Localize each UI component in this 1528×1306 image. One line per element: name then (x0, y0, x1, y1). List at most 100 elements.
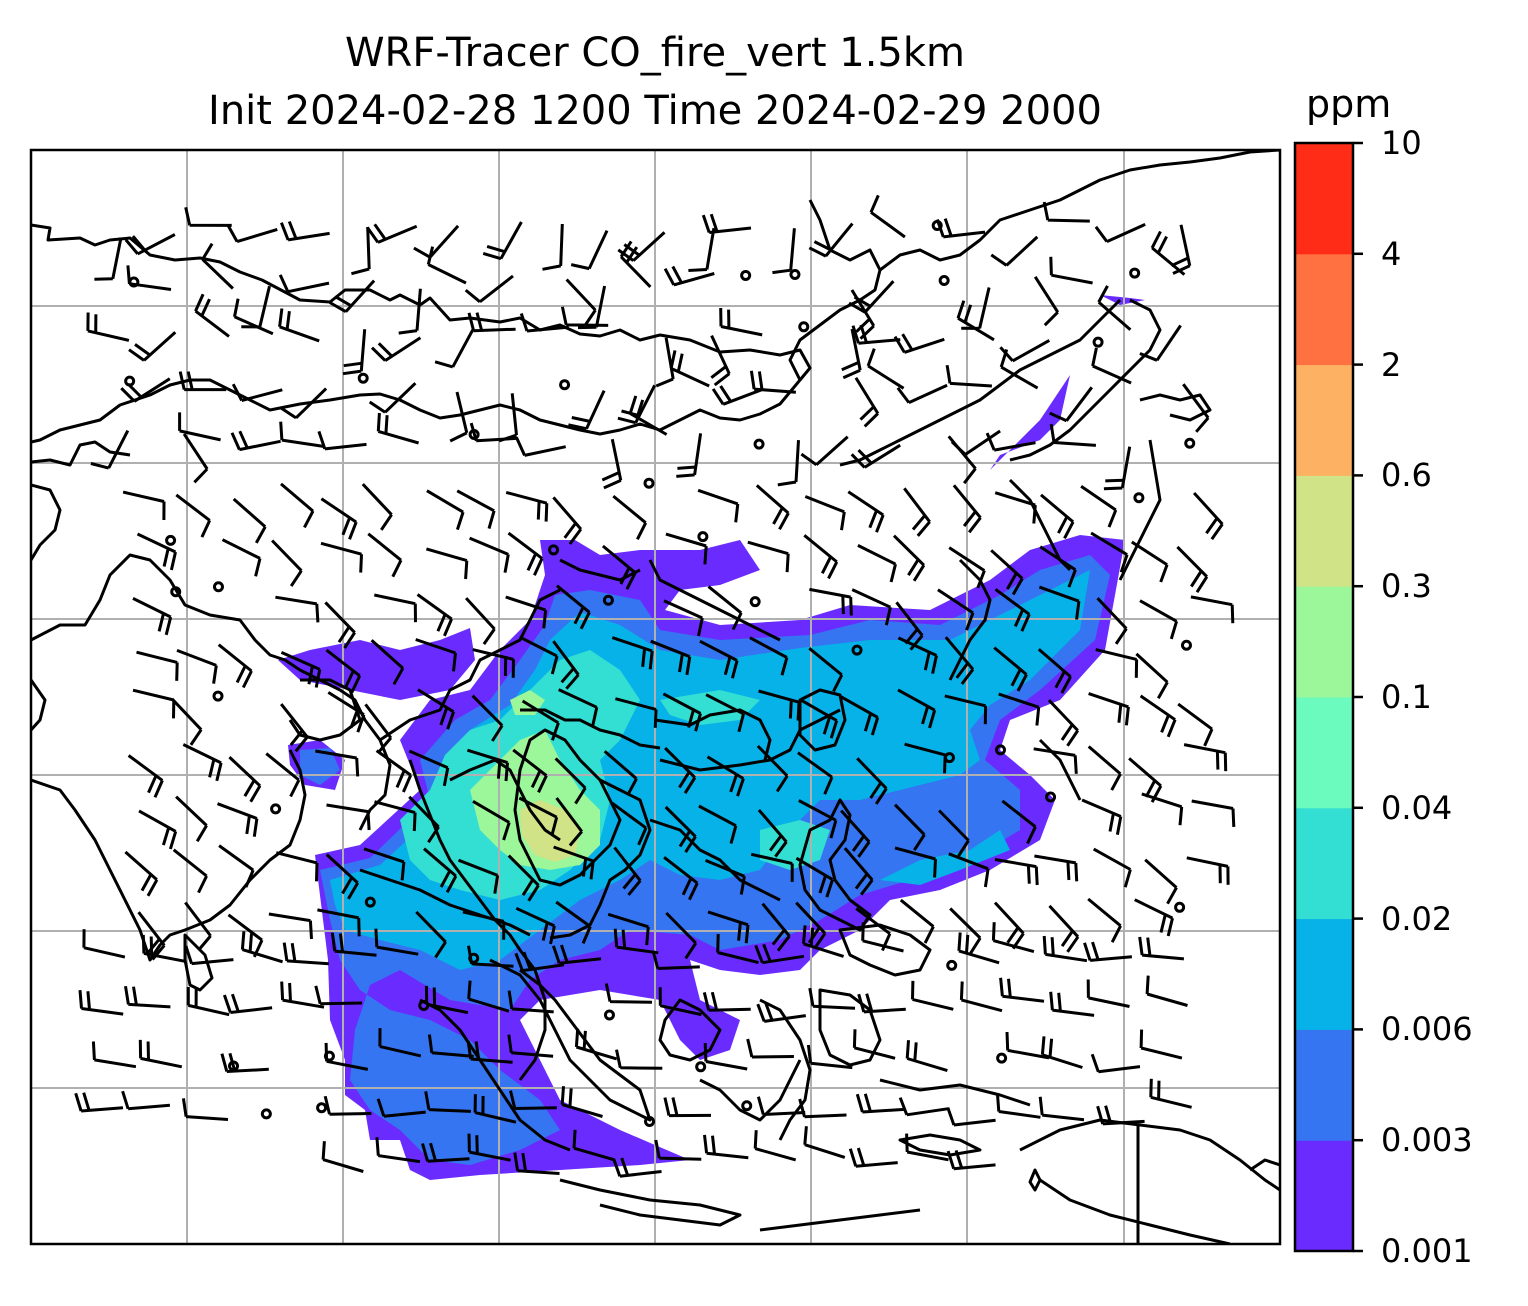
wind-barb (373, 593, 417, 623)
wind-barb (911, 980, 954, 1011)
wind-barb (897, 636, 938, 674)
wind-barb (342, 329, 367, 376)
wind-barb (138, 1039, 183, 1069)
wind-barb-calm (644, 1115, 656, 1127)
wind-barb (375, 749, 413, 793)
wind-barb (374, 928, 419, 956)
wind-barb-calm (316, 1102, 328, 1114)
wind-barb (279, 421, 324, 448)
wind-barb (519, 313, 569, 333)
wind-barb (611, 801, 648, 846)
wind-barb (665, 911, 698, 960)
coastline-segment (559, 1178, 742, 1227)
coastline-segment (31, 749, 307, 962)
wind-barb (704, 859, 746, 895)
coastline-segment (798, 688, 847, 752)
wind-barb (513, 1152, 560, 1175)
wind-barb (221, 538, 262, 577)
wind-barb (613, 846, 642, 896)
wind-barb (1135, 652, 1169, 699)
wind-barb-calm (1129, 267, 1141, 279)
wind-barb (275, 851, 319, 882)
wind-barb (711, 385, 764, 406)
wind-barb (1087, 745, 1122, 791)
wind-barb (218, 844, 255, 888)
wind-barb (706, 755, 745, 797)
wind-barb (226, 224, 278, 244)
wind-barb (138, 809, 178, 850)
wind-barb (408, 749, 450, 787)
wind-barb (574, 1028, 618, 1061)
coastline-segment (649, 818, 781, 902)
wind-barb (280, 482, 315, 529)
wind-barb (472, 800, 511, 841)
wind-barb (542, 223, 564, 271)
wind-barb (749, 370, 797, 394)
wind-barb (1141, 792, 1184, 826)
wind-barb (758, 689, 801, 721)
wind-barb (370, 639, 405, 686)
wind-barb-calm (1045, 791, 1057, 803)
wind-barb (182, 433, 209, 484)
colorbar-tick-label: 0.006 (1381, 1010, 1473, 1049)
wind-barb (1049, 256, 1093, 285)
wind-barb (423, 847, 458, 894)
wind-barb (856, 757, 888, 805)
wind-barb (363, 847, 406, 881)
wind-barb (808, 647, 844, 693)
wind-barb (467, 945, 514, 968)
wind-barb (425, 547, 469, 580)
wind-barb (1130, 540, 1169, 583)
wind-barb (999, 349, 1039, 390)
wind-barb (551, 944, 602, 965)
wind-barb (1049, 423, 1097, 447)
wind-barb (601, 544, 637, 590)
wind-barb (848, 1147, 898, 1168)
coastline-segment (1028, 1168, 1042, 1192)
wind-barb (521, 699, 560, 741)
wind-barb (897, 688, 937, 729)
wind-barb (231, 383, 283, 402)
coastline-segment (288, 678, 362, 742)
wind-barb (615, 697, 658, 728)
wind-barb (473, 1094, 517, 1124)
wind-barb (472, 648, 515, 678)
wind-barb (896, 383, 948, 404)
wind-barb (847, 490, 885, 533)
wind-barb (216, 802, 259, 837)
coastline-segment (513, 728, 622, 887)
wind-barb (137, 911, 166, 961)
wind-barb (555, 584, 591, 630)
wind-barb (271, 539, 303, 587)
wind-barb (555, 797, 583, 847)
coastline-segment (818, 988, 882, 1067)
wind-barb (1088, 692, 1130, 726)
wind-barb (903, 487, 931, 537)
wind-barb (568, 389, 606, 431)
colorbar-tick-label: 10 (1381, 124, 1422, 162)
wind-barb (651, 950, 700, 970)
wind-barb (201, 242, 234, 290)
wind-barb (1001, 799, 1037, 845)
wind-barb (1192, 491, 1224, 541)
wind-barb (505, 490, 549, 522)
wind-barb (434, 329, 475, 369)
wind-barb (959, 981, 1003, 1013)
wind-barb (749, 636, 789, 676)
wind-barb (840, 809, 871, 858)
wind-barb (421, 1142, 470, 1163)
wind-barb (948, 852, 990, 888)
wind-barb (417, 688, 456, 730)
wind-barb (619, 240, 652, 288)
wind-barb (279, 387, 328, 420)
wind-barb (1096, 597, 1128, 645)
wind-barb (1038, 585, 1081, 620)
wind-barb (604, 983, 653, 1004)
wind-barb-calm (364, 896, 376, 908)
coastline-segment (879, 1078, 1031, 1107)
wind-barb (899, 898, 935, 944)
wind-barb-calm (1184, 437, 1196, 449)
wind-barb-calm (753, 438, 765, 450)
wind-barb (424, 985, 469, 1015)
wind-barb-calm (270, 803, 282, 815)
